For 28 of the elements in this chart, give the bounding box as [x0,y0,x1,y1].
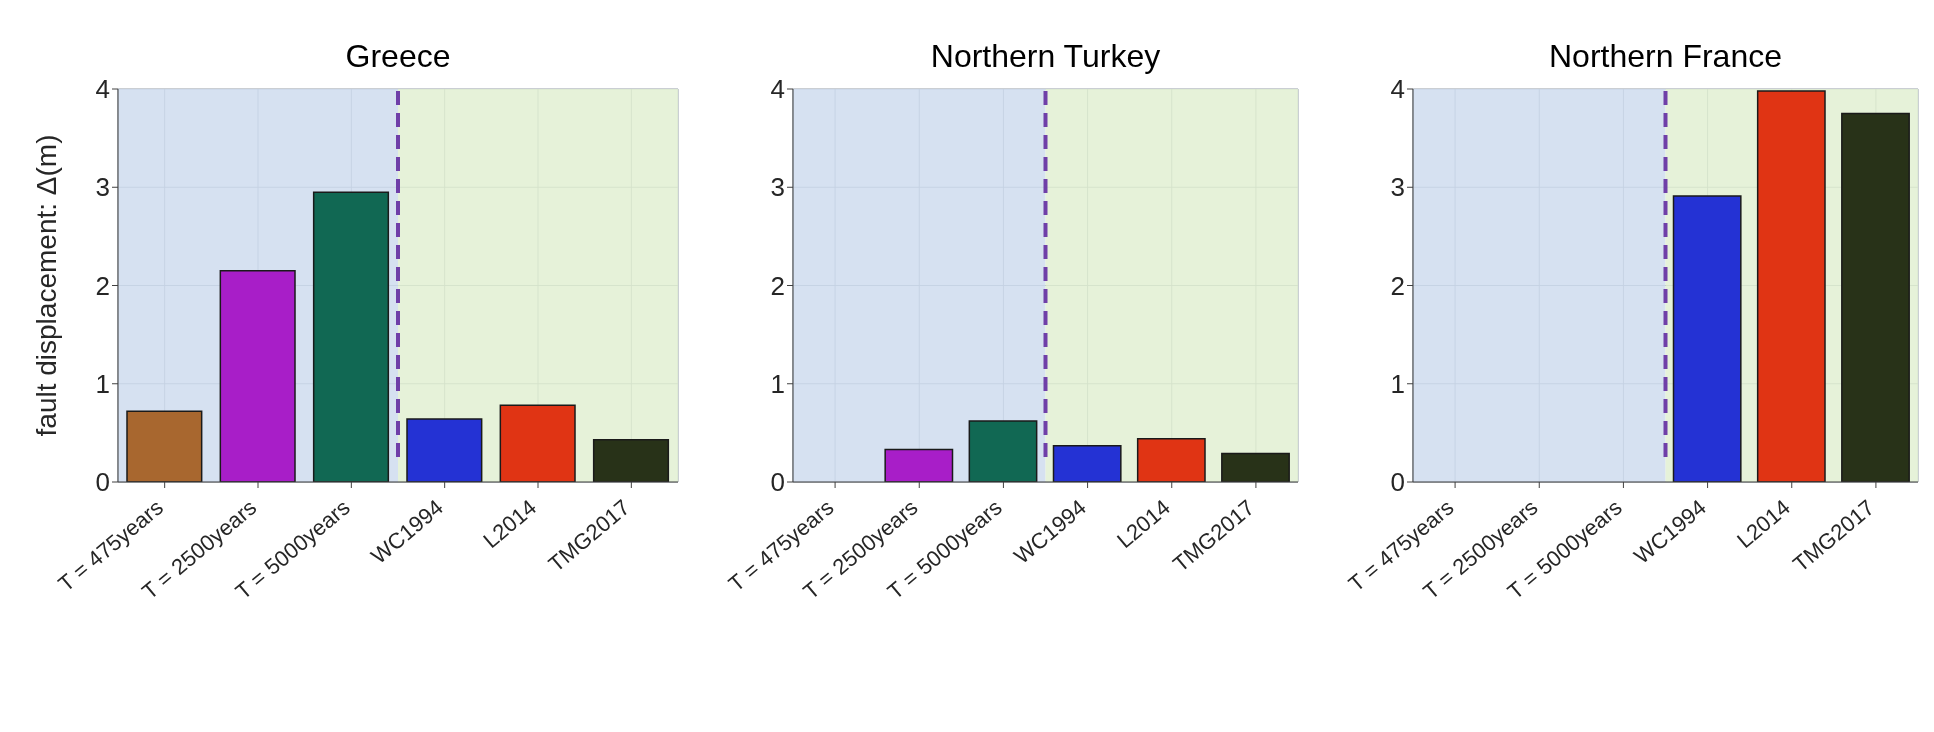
bar [1841,112,1910,482]
bar [1756,90,1826,482]
chart-title: Northern Turkey [929,37,1162,76]
y-tick-label: 0 [95,467,110,498]
y-tick-label: 1 [770,368,785,399]
chart-title: Northern France [1548,37,1783,76]
chart-title: Greece [344,37,452,76]
y-tick-label: 4 [770,74,785,105]
y-tick-label: 3 [770,172,785,203]
y-tick-label: 2 [95,270,110,301]
y-tick-label: 0 [770,467,785,498]
bar [219,270,296,482]
y-tick-label: 1 [1390,368,1405,399]
y-tick-label: 1 [95,368,110,399]
y-tick-label: 0 [1390,467,1405,498]
y-tick-label: 2 [770,270,785,301]
y-tick-label: 2 [1390,270,1405,301]
y-tick-label: 3 [95,172,110,203]
bar [312,191,390,482]
y-tick-label: 3 [1390,172,1405,203]
bar [1672,195,1742,482]
bar [592,439,670,482]
y-axis-title: fault displacement: Δ(m) [30,134,62,437]
bar [406,418,483,482]
y-tick-label: 4 [1390,74,1405,105]
y-tick-label: 4 [95,74,110,105]
bar [499,404,576,482]
bar [126,410,203,482]
